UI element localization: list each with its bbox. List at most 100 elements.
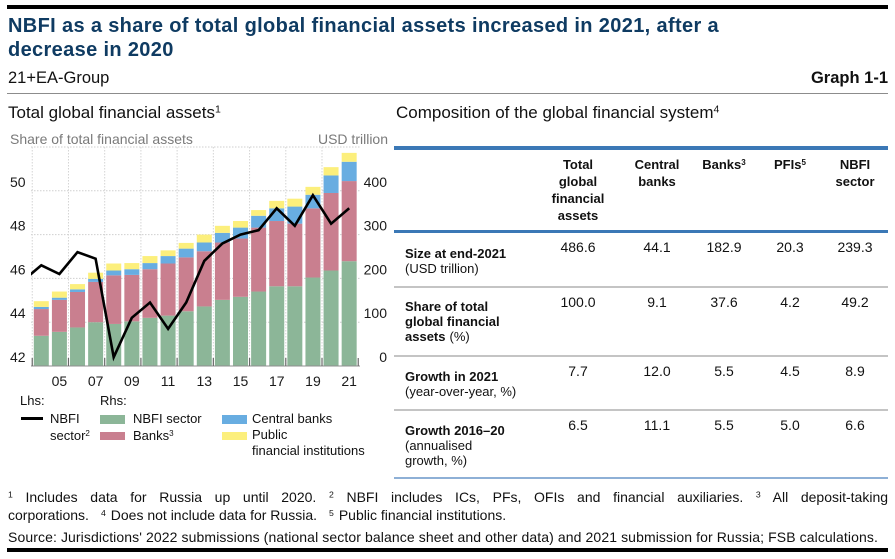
footnote-marker: 3 [741,157,746,167]
y-right-tick-label: 100 [364,305,388,321]
footnote-text: All deposit-taking [772,489,889,505]
bar-public-financial-institutions-2010 [142,256,158,264]
graph-number: Graph 1-1 [810,69,888,87]
bar-central-banks-2013 [196,242,212,252]
footnote-marker: 1 [8,489,13,500]
table-cell: 44.1 [643,238,671,255]
bar-nbfi-sector-2016 [251,291,267,366]
bar-nbfi-sector-2019 [305,277,321,366]
footnote-marker: 3 [755,489,761,500]
bar-public-financial-institutions-2007 [88,272,104,279]
row-label-unit: (annualised growth, %) [405,437,473,468]
footnote-text: Does not include data for Russia. [110,507,317,523]
bar-banks-2019 [305,208,321,278]
bar-central-banks-2006 [70,289,86,292]
y-left-tick-label: 46 [10,261,26,277]
footnotes-line-2: corporations. 4 Does not include data for … [8,506,888,524]
bar-central-banks-2007 [88,278,104,282]
row-label-main: Growth 2016–20 [405,422,505,438]
footnote-marker: 2 [328,489,334,500]
bar-public-financial-institutions-2016 [251,210,267,216]
bar-nbfi-sector-2010 [142,317,158,366]
table-cell: 182.9 [706,238,742,255]
legend-label: Public financial institutions [252,427,365,458]
column-header-label: Central banks [634,157,680,189]
bar-banks-2009 [124,274,140,322]
y-right-tick-label: 200 [364,261,388,277]
table-cell: 11.1 [643,417,671,433]
bar-central-banks-2005 [51,297,67,300]
bar-central-banks-2004 [33,306,49,310]
legend-item-nbfi-line: NBFI sector2 [50,410,90,444]
bar-public-financial-institutions-2011 [160,250,176,257]
table-cell: 20.3 [776,238,804,255]
row-label-growth-2016-20: Growth 2016–20 (annualised growth, %) [405,423,540,468]
header-divider [7,93,888,94]
bar-banks-2016 [251,227,267,292]
bar-banks-2004 [33,309,49,336]
bar-banks-2011 [160,263,176,316]
table-top-rule [394,146,888,150]
x-tick-label: 07 [88,373,104,389]
right-axis-label: USD trillion [317,131,388,147]
table-cell: 5.5 [714,363,734,379]
table-title-text: Composition of the global financial syst… [396,103,714,122]
bar-central-banks-2016 [251,215,267,228]
table-bottom-rule [394,477,888,479]
x-tick-label: 09 [124,373,140,389]
row-label-growth-2021: Growth in 2021 (year-over-year, %) [405,369,540,399]
column-header-pfis: PFIs5 [755,156,825,173]
bar-banks-2018 [287,223,303,287]
row-divider [394,409,888,411]
legend-item-public-financial-institutions: Public financial institutions [252,427,365,459]
top-border-bar [7,5,888,9]
table-cell: 5.0 [780,417,800,433]
bar-banks-2012 [178,257,194,312]
bar-nbfi-sector-2018 [287,286,303,366]
bar-central-banks-2019 [305,194,321,209]
column-header-total: Total global financial assets [543,156,613,224]
legend-label: NBFI sector [50,411,86,443]
column-header-label: PFIs [774,157,802,172]
bar-nbfi-sector-2005 [51,331,67,366]
y-left-tick-label: 50 [10,174,26,190]
bar-public-financial-institutions-2018 [287,198,303,207]
legend-rhs-label: Rhs: [100,393,127,408]
bar-central-banks-2009 [124,269,140,275]
footnote-marker: 4 [100,507,106,518]
x-tick-label: 05 [52,373,68,389]
table-cell: 49.2 [841,293,869,310]
x-tick-label: 11 [161,373,176,389]
bar-nbfi-sector-2021 [341,261,357,366]
row-label-main: Share of total global financial assets [405,299,500,344]
bar-banks-2021 [341,181,357,262]
table-cell: 6.5 [568,417,588,433]
nbfi-share-line [31,192,351,362]
legend-item-central-banks: Central banks [252,410,332,427]
bar-nbfi-sector-2012 [178,311,194,366]
bar-public-financial-institutions-2012 [178,242,194,249]
table-cell: 7.7 [568,363,588,379]
x-tick-label: 21 [341,373,357,389]
table-cell: 486.6 [560,238,596,255]
bar-public-financial-institutions-2021 [341,152,357,162]
bar-banks-2006 [70,291,86,328]
bar-public-financial-institutions-2019 [305,186,321,195]
bar-banks-2014 [214,242,230,300]
table-cell: 100.0 [560,293,596,310]
table-cell: 239.3 [837,238,873,255]
footnote-text: NBFI includes ICs, PFs, OFIs and financi… [346,489,744,505]
legend-item-nbfi-sector: NBFI sector [133,410,202,427]
bar-central-banks-2011 [160,256,176,264]
bar-nbfi-sector-2009 [124,321,140,366]
bar-public-financial-institutions-2005 [51,291,67,298]
page-title: NBFI as a share of total global financia… [8,15,719,61]
bar-banks-2020 [323,192,339,271]
bottom-border-bar [7,548,888,552]
row-label-share: Share of total global financial assets (%… [405,299,540,344]
legend-item-banks: Banks3 [133,427,174,444]
footnote-text: Includes data for Russia up until 2020. [25,489,317,505]
source-note: Source: Jurisdictions' 2022 submissions … [8,529,878,545]
row-label-main: Size at end-2021 [405,246,507,261]
footnote-marker: 4 [713,103,720,116]
